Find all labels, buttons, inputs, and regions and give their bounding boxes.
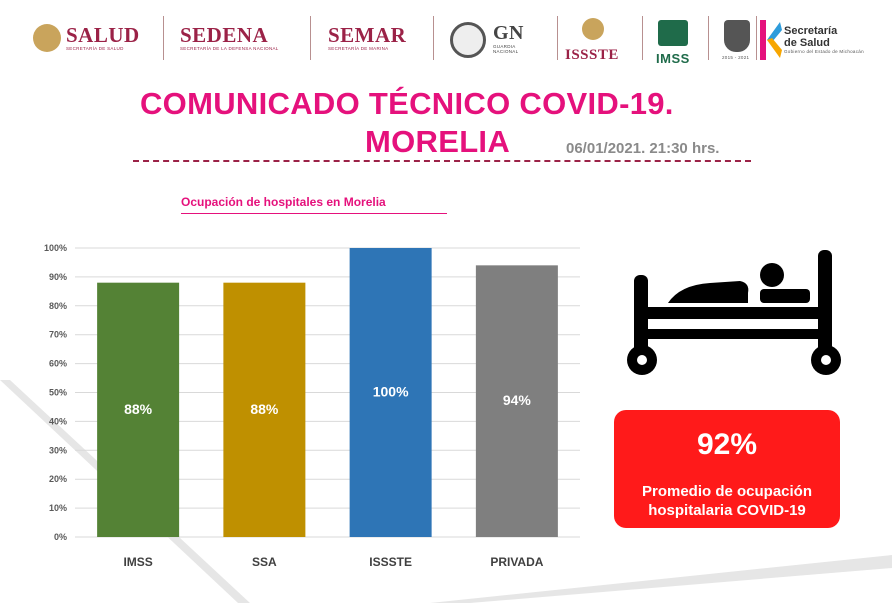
semar-logo: SEMAR SECRETARÍA DE MARINA [328, 24, 406, 51]
gn-logo-name: GN [493, 22, 524, 44]
sedena-logo-sub: SECRETARÍA DE LA DEFENSA NACIONAL [180, 46, 279, 51]
secretaria-k-icon [760, 20, 782, 60]
gn-logo: GN GUARDIA NACIONAL [493, 22, 524, 54]
hospital-bed-icon [627, 250, 841, 375]
logo-separator [433, 16, 434, 60]
occupancy-average-box: 92% Promedio de ocupación hospitalaria C… [614, 410, 840, 528]
y-tick-label: 100% [44, 243, 67, 253]
data-label: 88% [124, 401, 153, 417]
chart-title: Ocupación de hospitales en Morelia [181, 195, 386, 209]
data-label: 94% [503, 392, 532, 408]
imss-emblem-icon [658, 20, 688, 46]
y-tick-label: 60% [49, 359, 67, 369]
imss-logo-name: IMSS [656, 51, 690, 66]
bar-privada [475, 265, 558, 537]
logo-separator [310, 16, 311, 60]
secretaria-logo-line2: de Salud [784, 37, 830, 49]
salud-logo-sub: SECRETARÍA DE SALUD [66, 46, 124, 51]
sedena-logo-name: SEDENA [180, 23, 269, 47]
logo-separator [642, 16, 643, 60]
x-tick-label: IMSS [123, 555, 152, 569]
sedena-logo: SEDENA SECRETARÍA DE LA DEFENSA NACIONAL [180, 24, 279, 51]
data-label: 88% [250, 401, 279, 417]
header-logos: SALUD SECRETARÍA DE SALUD SEDENA SECRETA… [0, 0, 892, 72]
gn-logo-sub1: GUARDIA [493, 44, 516, 49]
michoacan-logo-years: 2015 - 2021 [722, 55, 750, 60]
secretaria-logo-sub: Gobierno del Estado de Michoacán [784, 49, 864, 54]
y-tick-label: 90% [49, 272, 67, 282]
y-tick-label: 50% [49, 388, 67, 398]
page-title-line1: COMUNICADO TÉCNICO COVID-19. [140, 86, 674, 121]
salud-logo: SALUD SECRETARÍA DE SALUD [66, 24, 140, 51]
report-date: 06/01/2021. 21:30 hrs. [566, 140, 720, 157]
michoacan-shield-icon [724, 20, 750, 52]
y-tick-label: 80% [49, 301, 67, 311]
y-tick-label: 30% [49, 445, 67, 455]
x-tick-label: ISSSTE [369, 555, 412, 569]
bar-imss [97, 282, 180, 537]
semar-logo-name: SEMAR [328, 23, 407, 47]
y-tick-label: 0% [54, 532, 67, 542]
semar-logo-sub: SECRETARÍA DE MARINA [328, 46, 389, 51]
bar-chart: 0% 10% 20% 30% 40% 50% 60% 70% 80% 90% 100% 88% IMSS… [44, 243, 580, 569]
occupancy-average-value: 92% [696, 428, 758, 461]
secretaria-logo-line1: Secretaría [784, 25, 838, 37]
x-tick-label: SSA [252, 555, 277, 569]
bar-issste [349, 248, 432, 537]
y-tick-label: 40% [49, 416, 67, 426]
issste-logo: ISSSTE [565, 44, 619, 66]
chart-title-underline [181, 213, 447, 214]
salud-logo-name: SALUD [66, 23, 140, 47]
imss-logo: IMSS [656, 48, 690, 70]
logo-separator [163, 16, 164, 60]
data-label: 100% [373, 384, 409, 400]
logo-separator [708, 16, 709, 60]
y-tick-label: 10% [49, 503, 67, 513]
gn-logo-sub2: NACIONAL [493, 49, 519, 54]
occupancy-average-label: Promedio de ocupación hospitalaria COVID… [641, 483, 813, 519]
issste-logo-name: ISSSTE [565, 47, 619, 63]
y-tick-label: 70% [49, 330, 67, 340]
logo-separator [557, 16, 558, 60]
title-divider [133, 160, 751, 162]
salud-seal-icon [33, 24, 61, 52]
y-tick-label: 20% [49, 474, 67, 484]
bar-ssa [223, 282, 306, 537]
page-title-line2: MORELIA [365, 124, 511, 159]
secretaria-logo: Secretaría de Salud Gobierno del Estado … [784, 25, 864, 54]
michoacan-logo: 2015 - 2021 [722, 55, 749, 60]
gn-eagle-icon [450, 22, 486, 58]
x-tick-label: PRIVADA [490, 555, 543, 569]
logo-separator [756, 16, 757, 60]
issste-emblem-icon [582, 18, 604, 40]
